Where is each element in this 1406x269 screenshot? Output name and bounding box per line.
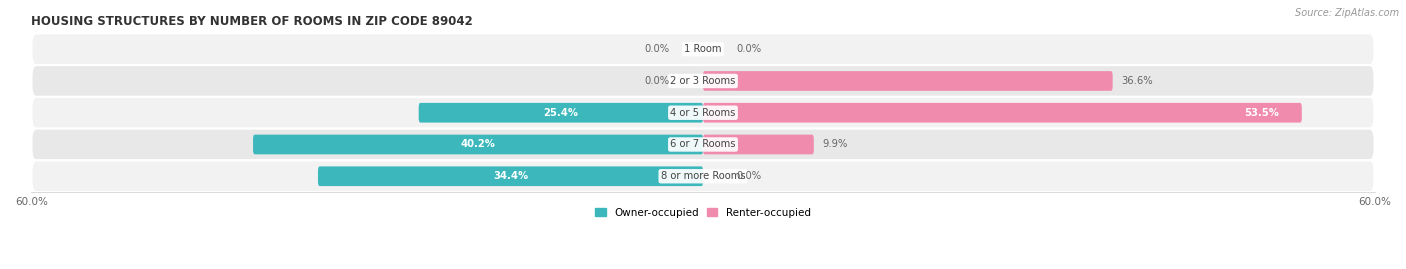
FancyBboxPatch shape	[31, 129, 1375, 160]
Text: HOUSING STRUCTURES BY NUMBER OF ROOMS IN ZIP CODE 89042: HOUSING STRUCTURES BY NUMBER OF ROOMS IN…	[31, 15, 474, 28]
Text: 4 or 5 Rooms: 4 or 5 Rooms	[671, 108, 735, 118]
Text: 0.0%: 0.0%	[737, 171, 762, 181]
Text: 40.2%: 40.2%	[461, 140, 495, 150]
FancyBboxPatch shape	[318, 167, 703, 186]
Text: 0.0%: 0.0%	[644, 44, 669, 54]
FancyBboxPatch shape	[31, 97, 1375, 129]
Text: 0.0%: 0.0%	[644, 76, 669, 86]
Text: 53.5%: 53.5%	[1244, 108, 1279, 118]
Text: 25.4%: 25.4%	[543, 108, 578, 118]
FancyBboxPatch shape	[703, 71, 1112, 91]
Text: 0.0%: 0.0%	[737, 44, 762, 54]
Text: 2 or 3 Rooms: 2 or 3 Rooms	[671, 76, 735, 86]
FancyBboxPatch shape	[31, 33, 1375, 65]
FancyBboxPatch shape	[31, 160, 1375, 192]
Legend: Owner-occupied, Renter-occupied: Owner-occupied, Renter-occupied	[591, 204, 815, 222]
FancyBboxPatch shape	[703, 103, 1302, 123]
Text: 8 or more Rooms: 8 or more Rooms	[661, 171, 745, 181]
FancyBboxPatch shape	[703, 135, 814, 154]
Text: Source: ZipAtlas.com: Source: ZipAtlas.com	[1295, 8, 1399, 18]
Text: 9.9%: 9.9%	[823, 140, 848, 150]
Text: 34.4%: 34.4%	[494, 171, 529, 181]
FancyBboxPatch shape	[253, 135, 703, 154]
FancyBboxPatch shape	[31, 65, 1375, 97]
Text: 36.6%: 36.6%	[1122, 76, 1153, 86]
Text: 6 or 7 Rooms: 6 or 7 Rooms	[671, 140, 735, 150]
FancyBboxPatch shape	[419, 103, 703, 123]
Text: 1 Room: 1 Room	[685, 44, 721, 54]
